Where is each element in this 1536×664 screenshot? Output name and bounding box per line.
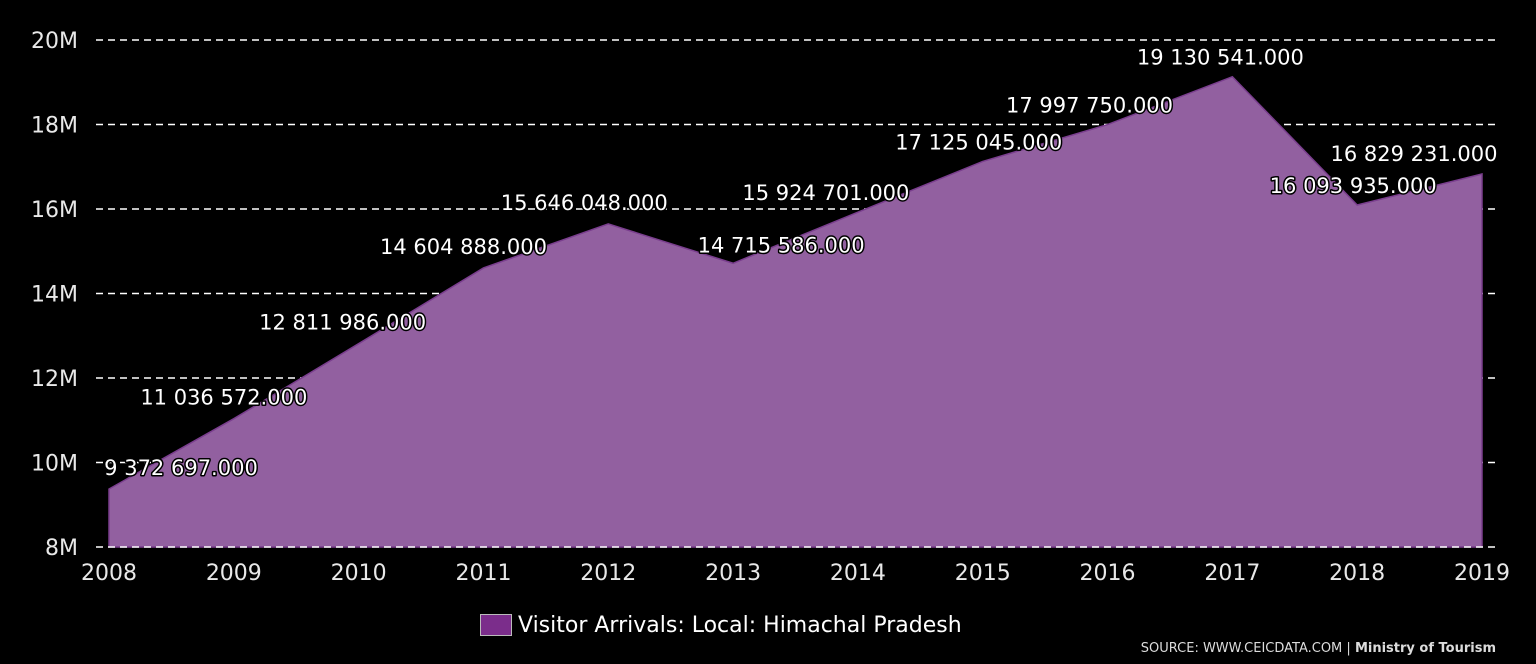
data-label: 14 715 586.000 [698,233,865,257]
data-label: 19 130 541.000 [1137,46,1304,70]
data-label: 11 036 572.000 [140,386,307,410]
source-prefix: SOURCE: WWW.CEICDATA.COM [1140,641,1343,656]
x-tick-label: 2009 [206,561,262,586]
source-separator: | [1342,641,1355,656]
x-tick-label: 2019 [1454,561,1510,586]
x-tick-label: 2015 [955,561,1011,586]
data-label: 15 924 701.000 [742,181,909,205]
y-tick-label: 18M [31,114,78,139]
legend: Visitor Arrivals: Local: Himachal Prades… [480,610,962,640]
x-tick-label: 2011 [455,561,511,586]
x-tick-label: 2018 [1329,561,1385,586]
x-tick-label: 2010 [331,561,387,586]
data-label: 17 125 045.000 [895,130,1062,154]
y-tick-label: 20M [31,29,78,54]
x-tick-label: 2008 [81,561,137,586]
data-label: 12 811 986.000 [259,311,426,335]
data-label: 16 829 231.000 [1331,142,1498,166]
legend-label: Visitor Arrivals: Local: Himachal Prades… [518,612,962,638]
source-org: Ministry of Tourism [1354,641,1496,656]
source-note: SOURCE: WWW.CEICDATA.COM | Ministry of T… [1141,641,1496,656]
x-tick-label: 2017 [1204,561,1260,586]
data-label: 17 997 750.000 [1006,94,1173,118]
data-label: 16 093 935.000 [1270,174,1437,198]
data-label: 9 372 697.000 [104,456,258,480]
y-tick-label: 8M [45,536,78,561]
x-tick-label: 2013 [705,561,761,586]
legend-swatch [480,614,512,636]
x-tick-label: 2016 [1080,561,1136,586]
y-tick-label: 16M [31,198,78,223]
y-tick-label: 14M [31,283,78,308]
area-series [108,75,1483,548]
data-label: 15 646 048.000 [501,191,668,215]
y-tick-label: 10M [31,452,78,477]
x-tick-label: 2012 [580,561,636,586]
data-label: 14 604 888.000 [380,235,547,259]
y-tick-label: 12M [31,367,78,392]
x-tick-label: 2014 [830,561,886,586]
